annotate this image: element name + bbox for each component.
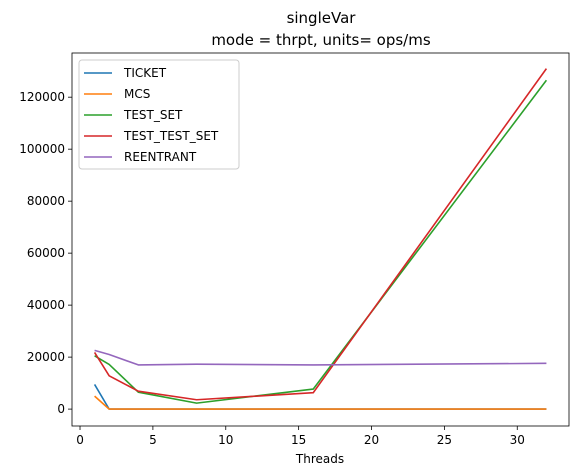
- x-axis-label: Threads: [295, 452, 344, 466]
- legend-label-reentrant: REENTRANT: [124, 150, 197, 164]
- y-tick-label: 0: [57, 402, 65, 416]
- series-line-mcs: [94, 395, 547, 410]
- x-tick-label: 0: [76, 433, 84, 447]
- legend-box: [78, 59, 240, 170]
- legend-label-ticket: TICKET: [123, 66, 167, 80]
- chart-subtitle: mode = thrpt, units= ops/ms: [211, 31, 431, 49]
- legend: TICKET MCS TEST_SET TEST_TEST_SET REENTRANT: [78, 59, 240, 170]
- plot-area-frame: [71, 52, 570, 427]
- y-tick-label: 120000: [19, 90, 65, 104]
- x-tick-label: 20: [364, 433, 379, 447]
- legend-label-mcs: MCS: [124, 87, 150, 101]
- legend-label-test-test-set: TEST_TEST_SET: [123, 129, 219, 143]
- legend-label-test-set: TEST_SET: [123, 108, 183, 122]
- x-tick-label: 30: [510, 433, 525, 447]
- series-layer: [93, 68, 548, 410]
- x-tick-label: 5: [149, 433, 157, 447]
- series-line-reentrant: [94, 349, 547, 366]
- y-tick-label: 20000: [27, 350, 65, 364]
- y-tick-label: 80000: [27, 194, 65, 208]
- x-tick-label: 15: [291, 433, 306, 447]
- y-tick-label: 100000: [19, 142, 65, 156]
- x-tick-label: 10: [218, 433, 233, 447]
- y-tick-label: 40000: [27, 298, 65, 312]
- ticks-layer: 0 5 10 15 20 25 30 0 20000 40000 60000 80000 100000 1…: [19, 90, 525, 447]
- x-tick-label: 25: [437, 433, 452, 447]
- series-line-test-test-set: [93, 68, 548, 401]
- chart-title: singleVar: [287, 9, 357, 27]
- y-tick-label: 60000: [27, 246, 65, 260]
